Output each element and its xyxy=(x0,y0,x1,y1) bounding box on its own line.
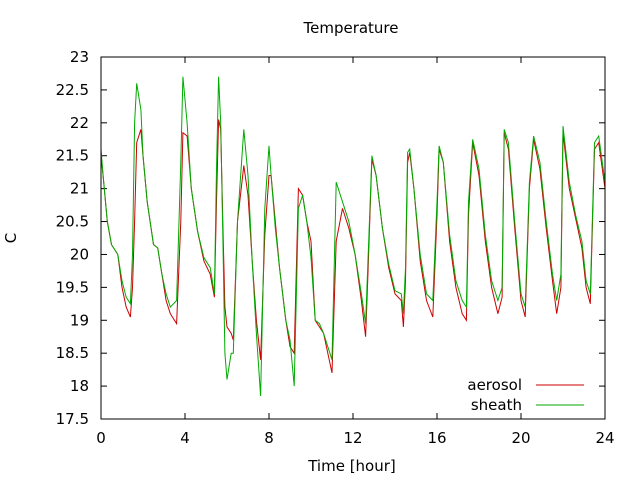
axis-ticks: 17.5 18 18.5 19 19.5 20 20.5 21 21.5 22 22.5 23 0 4 8 1… xyxy=(56,48,615,447)
x-axis-label: Time [hour] xyxy=(307,457,396,475)
y-tick-label: 18.5 xyxy=(56,344,89,362)
y-tick-label: 21.5 xyxy=(56,147,89,165)
y-tick-label: 22 xyxy=(70,114,89,132)
y-tick-label: 23 xyxy=(70,48,89,66)
y-tick-label: 20.5 xyxy=(56,213,89,231)
x-tick-label: 24 xyxy=(595,429,614,447)
series-lines xyxy=(100,76,606,397)
y-axis-label: C xyxy=(2,233,20,243)
x-tick-label: 8 xyxy=(264,429,274,447)
y-tick-label: 20 xyxy=(70,245,89,263)
y-tick-label: 22.5 xyxy=(56,81,89,99)
legend-label-sheath: sheath xyxy=(471,396,522,414)
series-line-aerosol xyxy=(100,119,606,374)
legend: aerosol sheath xyxy=(467,376,584,414)
y-tick-label: 19 xyxy=(70,311,89,329)
x-tick-label: 12 xyxy=(343,429,362,447)
x-tick-label: 4 xyxy=(180,429,190,447)
legend-label-aerosol: aerosol xyxy=(467,376,522,394)
x-tick-label: 0 xyxy=(96,429,106,447)
y-tick-label: 21 xyxy=(70,180,89,198)
y-tick-label: 17.5 xyxy=(56,410,89,428)
y-tick-label: 18 xyxy=(70,377,89,395)
x-tick-label: 16 xyxy=(427,429,446,447)
y-tick-label: 19.5 xyxy=(56,278,89,296)
series-line-sheath xyxy=(100,76,606,397)
plot-frame xyxy=(100,56,606,420)
x-tick-label: 20 xyxy=(511,429,530,447)
chart-title: Temperature xyxy=(302,19,398,37)
